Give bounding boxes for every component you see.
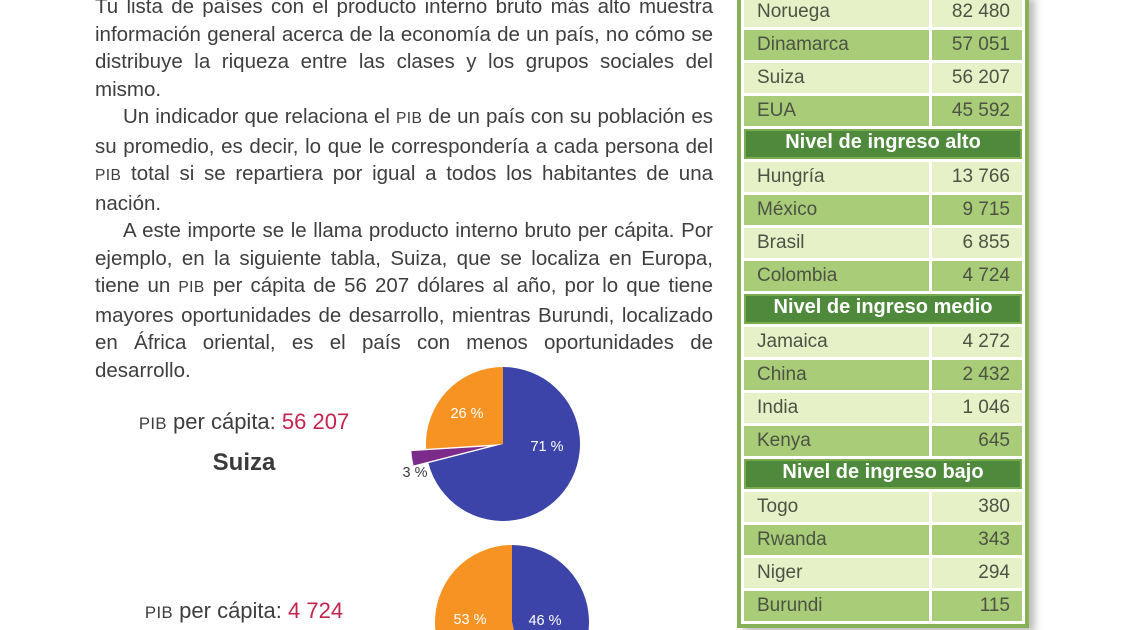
table-row: India 1 046: [744, 393, 1022, 423]
country-cell: EUA: [744, 96, 929, 126]
table-row: Kenya 645: [744, 426, 1022, 456]
pib-value-second: 4 724: [288, 598, 344, 623]
pib-value-suiza: 56 207: [281, 409, 350, 434]
table-row: Brasil 6 855: [744, 228, 1022, 258]
value-cell: 294: [932, 558, 1022, 588]
country-cell: Burundi: [744, 591, 929, 621]
value-cell: 56 207: [932, 63, 1022, 93]
country-cell: Niger: [744, 558, 929, 588]
value-cell: 4 724: [932, 261, 1022, 291]
pie-slice: [411, 446, 489, 466]
pie-slice: [428, 367, 580, 521]
country-cell: Brasil: [744, 228, 929, 258]
body-text-column: Tu lista de países con el producto inter…: [95, 0, 713, 384]
country-cell: China: [744, 360, 929, 390]
table-row: China 2 432: [744, 360, 1022, 390]
table-row: Burundi 115: [744, 591, 1022, 621]
value-cell: 82 480: [932, 0, 1022, 27]
paragraph-gdp-average: Un indicador que relaciona el PIB de un …: [95, 105, 713, 215]
value-cell: 2 432: [932, 360, 1022, 390]
country-cell: Suiza: [744, 63, 929, 93]
table-group-header: Nivel de ingreso medio: [744, 294, 1022, 324]
second-pie-chart: 46 % 53 %: [434, 545, 589, 630]
value-cell: 13 766: [932, 162, 1022, 192]
pie-label: 71 %: [530, 439, 563, 455]
country-cell: México: [744, 195, 929, 225]
table-row: Togo 380: [744, 492, 1022, 522]
caption-label: per cápita:: [166, 409, 282, 434]
pie-slice: [434, 545, 514, 630]
pib-caption-second: PIB per cápita: 4 724: [110, 598, 378, 624]
country-cell: Togo: [744, 492, 929, 522]
table-row: México 9 715: [744, 195, 1022, 225]
table-row: Suiza 56 207: [744, 63, 1022, 93]
pie-label: 26 %: [450, 406, 483, 422]
suiza-pie-chart: 71 % 3 % 26 %: [403, 367, 580, 521]
pib-abbr: PIB: [138, 414, 167, 433]
value-cell: 45 592: [932, 96, 1022, 126]
table-row: Hungría 13 766: [744, 162, 1022, 192]
pie-label: 46 %: [528, 613, 561, 629]
pie-slice: [426, 367, 503, 449]
pie-label: 53 %: [453, 612, 486, 628]
table-row: Jamaica 4 272: [744, 327, 1022, 357]
gdp-table: Noruega 82 480 Dinamarca 57 051 Suiza 56 207 E…: [737, 0, 1029, 628]
value-cell: 1 046: [932, 393, 1022, 423]
value-cell: 343: [932, 525, 1022, 555]
paragraph-gdp-list: Tu lista de países con el producto inter…: [95, 0, 713, 101]
pib-caption-suiza: PIB per cápita: 56 207: [110, 409, 378, 435]
paragraph-gdp-per-capita: A este importe se le llama producto inte…: [95, 219, 713, 382]
table-row: Rwanda 343: [744, 525, 1022, 555]
country-cell: Dinamarca: [744, 30, 929, 60]
pib-abbr: PIB: [395, 110, 423, 127]
table-row: Noruega 82 480: [744, 0, 1022, 27]
pie-label: 3 %: [403, 465, 428, 481]
country-cell: Noruega: [744, 0, 929, 27]
country-cell: Jamaica: [744, 327, 929, 357]
value-cell: 380: [932, 492, 1022, 522]
pie-slice: [512, 545, 589, 630]
value-cell: 57 051: [932, 30, 1022, 60]
table-row: EUA 45 592: [744, 96, 1022, 126]
table-group-header: Nivel de ingreso alto: [744, 129, 1022, 159]
country-cell: India: [744, 393, 929, 423]
table-row: Niger 294: [744, 558, 1022, 588]
country-cell: Rwanda: [744, 525, 929, 555]
value-cell: 115: [932, 591, 1022, 621]
pib-abbr: PIB: [144, 603, 174, 622]
value-cell: 6 855: [932, 228, 1022, 258]
country-cell: Kenya: [744, 426, 929, 456]
value-cell: 645: [932, 426, 1022, 456]
value-cell: 4 272: [932, 327, 1022, 357]
country-cell: Hungría: [744, 162, 929, 192]
pib-abbr: PIB: [178, 279, 205, 296]
pib-abbr: PIB: [95, 167, 122, 184]
table-row: Colombia 4 724: [744, 261, 1022, 291]
value-cell: 9 715: [932, 195, 1022, 225]
caption-label: per cápita:: [173, 598, 288, 623]
table-row: Dinamarca 57 051: [744, 30, 1022, 60]
country-cell: Colombia: [744, 261, 929, 291]
table-group-header: Nivel de ingreso bajo: [744, 459, 1022, 489]
country-label-suiza: Suiza: [212, 449, 276, 476]
